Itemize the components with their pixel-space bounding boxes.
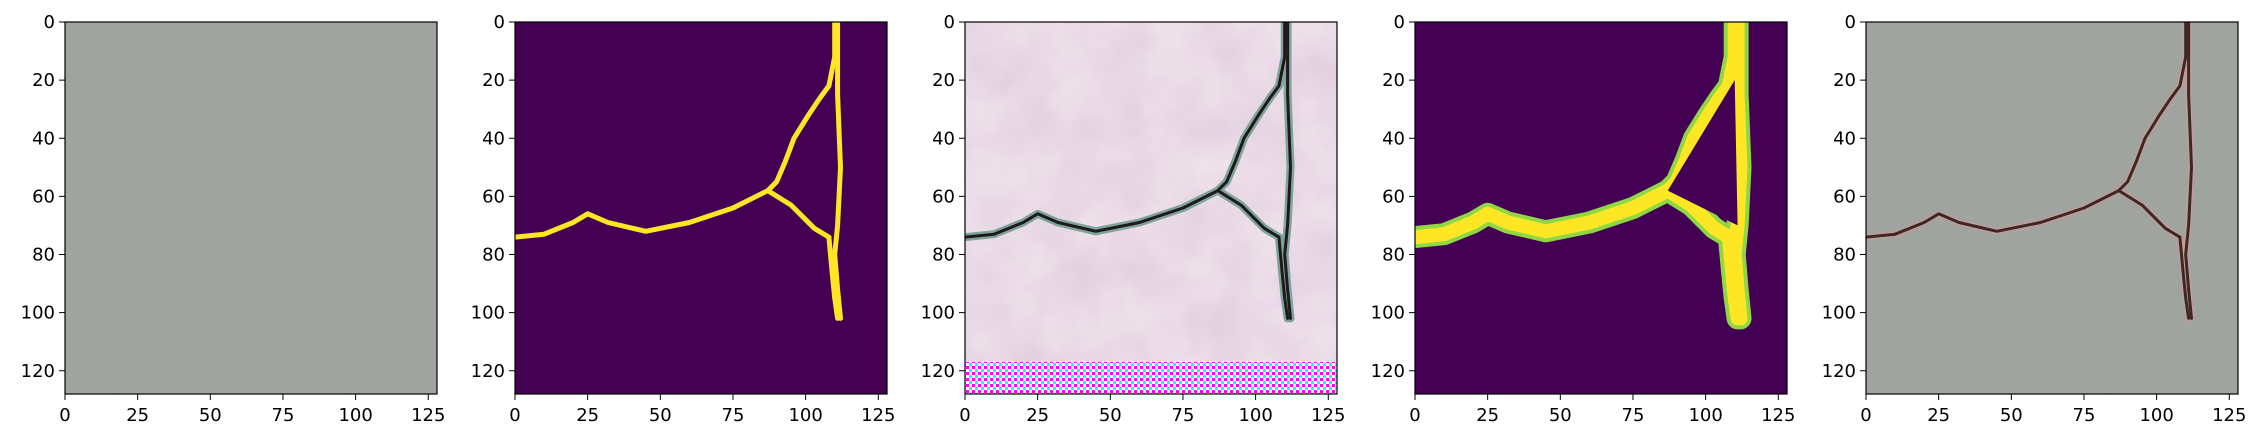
x-tick-label: 50 bbox=[1099, 405, 1122, 426]
crack-line-stem bbox=[2178, 235, 2191, 320]
y-tick-label: 0 bbox=[1845, 12, 1856, 33]
panel-image-binary-mask bbox=[515, 22, 887, 394]
y-tick-label: 20 bbox=[1382, 70, 1405, 91]
x-tick-label: 50 bbox=[649, 405, 672, 426]
y-tick-label: 80 bbox=[32, 245, 55, 266]
x-tick-label: 125 bbox=[1311, 405, 1345, 426]
y-tick-label: 100 bbox=[471, 303, 505, 324]
y-tick-label: 100 bbox=[921, 303, 955, 324]
mask-core-main bbox=[1415, 183, 1736, 245]
y-tick-label: 40 bbox=[1382, 128, 1405, 149]
y-tick-label: 0 bbox=[494, 12, 505, 33]
y-tick-label: 60 bbox=[1382, 186, 1405, 207]
panel-image-overlay bbox=[1866, 22, 2238, 394]
y-tick-label: 20 bbox=[1833, 70, 1856, 91]
gen-line-stem bbox=[1277, 235, 1290, 320]
x-tick-label: 0 bbox=[1409, 405, 1420, 426]
x-tick-label: 100 bbox=[338, 405, 372, 426]
x-tick-label: 100 bbox=[1688, 405, 1722, 426]
y-tick-label: 100 bbox=[1371, 303, 1405, 324]
y-tick-label: 60 bbox=[32, 186, 55, 207]
gen-line-right_edge bbox=[1283, 22, 1292, 320]
x-tick-label: 25 bbox=[126, 405, 149, 426]
y-tick-label: 100 bbox=[1822, 303, 1856, 324]
y-tick-label: 120 bbox=[1371, 361, 1405, 382]
x-tick-label: 25 bbox=[1476, 405, 1499, 426]
y-tick-label: 0 bbox=[1394, 12, 1405, 33]
x-tick-label: 25 bbox=[576, 405, 599, 426]
y-tick-label: 40 bbox=[32, 128, 55, 149]
crack-line-right_edge bbox=[2184, 22, 2193, 320]
y-tick-label: 40 bbox=[932, 128, 955, 149]
mask-line-right_branch bbox=[765, 22, 838, 194]
y-tick-label: 120 bbox=[471, 361, 505, 382]
mask-line-right_edge bbox=[832, 22, 843, 321]
mask-line-main bbox=[515, 188, 832, 240]
y-tick-label: 120 bbox=[921, 361, 955, 382]
y-tick-label: 40 bbox=[1833, 128, 1856, 149]
panel-frame bbox=[64, 21, 438, 395]
x-tick-label: 0 bbox=[509, 405, 520, 426]
panel-texture: 0 25 50 75 100 125 0 20 40 60 80 100 120 bbox=[21, 12, 446, 426]
y-tick-label: 20 bbox=[482, 70, 505, 91]
panel-frame bbox=[1414, 21, 1788, 395]
y-tick-label: 20 bbox=[32, 70, 55, 91]
gen-line-right_branch bbox=[1216, 22, 1287, 193]
panel-image-smooth-mask bbox=[1415, 22, 1787, 394]
y-tick-label: 0 bbox=[44, 12, 55, 33]
y-tick-label: 0 bbox=[944, 12, 955, 33]
x-tick-label: 75 bbox=[722, 405, 745, 426]
mask-line-stem bbox=[826, 234, 841, 321]
crack-line-main bbox=[1866, 189, 2182, 239]
x-tick-label: 75 bbox=[1622, 405, 1645, 426]
panel-overlay: 0 25 50 75 100 125 0 20 40 60 80 100 120 bbox=[1822, 12, 2247, 426]
x-tick-label: 25 bbox=[1927, 405, 1950, 426]
panel-image-texture bbox=[65, 22, 437, 394]
gen-line-main bbox=[965, 189, 1281, 239]
y-tick-label: 80 bbox=[482, 245, 505, 266]
panel-smooth-mask: 0 25 50 75 100 125 0 20 40 60 80 100 120 bbox=[1371, 12, 1796, 426]
mask-core-stem bbox=[1721, 230, 1745, 326]
y-tick-label: 20 bbox=[932, 70, 955, 91]
x-tick-label: 125 bbox=[861, 405, 895, 426]
crack-line-right_branch bbox=[2117, 22, 2188, 193]
panel-frame bbox=[1865, 21, 2239, 395]
panel-frame bbox=[514, 21, 888, 395]
x-tick-label: 50 bbox=[199, 405, 222, 426]
y-tick-label: 100 bbox=[21, 303, 55, 324]
y-tick-label: 80 bbox=[1833, 245, 1856, 266]
x-tick-label: 50 bbox=[2000, 405, 2023, 426]
y-tick-label: 120 bbox=[1822, 361, 1856, 382]
x-tick-label: 125 bbox=[411, 405, 445, 426]
artifact-band bbox=[965, 362, 1337, 394]
panel-generated: 0 25 50 75 100 125 0 20 40 60 80 100 120 bbox=[921, 12, 1346, 426]
y-tick-label: 80 bbox=[932, 245, 955, 266]
x-tick-label: 125 bbox=[2212, 405, 2246, 426]
panel-image-generated bbox=[965, 22, 1337, 394]
y-tick-label: 60 bbox=[932, 186, 955, 207]
x-tick-label: 100 bbox=[788, 405, 822, 426]
x-tick-label: 75 bbox=[272, 405, 295, 426]
panel-binary-mask: 0 25 50 75 100 125 0 20 40 60 80 100 120 bbox=[471, 12, 896, 426]
panel-frame bbox=[964, 21, 1338, 395]
x-tick-label: 75 bbox=[2073, 405, 2096, 426]
y-tick-label: 40 bbox=[482, 128, 505, 149]
x-tick-label: 75 bbox=[1172, 405, 1195, 426]
x-tick-label: 125 bbox=[1761, 405, 1795, 426]
x-tick-label: 100 bbox=[2139, 405, 2173, 426]
x-tick-label: 25 bbox=[1026, 405, 1049, 426]
mask-loop bbox=[1667, 80, 1738, 226]
x-tick-label: 0 bbox=[1860, 405, 1871, 426]
y-tick-label: 60 bbox=[1833, 186, 1856, 207]
y-tick-label: 60 bbox=[482, 186, 505, 207]
x-tick-label: 0 bbox=[959, 405, 970, 426]
x-tick-label: 50 bbox=[1549, 405, 1572, 426]
x-tick-label: 100 bbox=[1238, 405, 1272, 426]
y-tick-label: 120 bbox=[21, 361, 55, 382]
y-tick-label: 80 bbox=[1382, 245, 1405, 266]
x-tick-label: 0 bbox=[59, 405, 70, 426]
